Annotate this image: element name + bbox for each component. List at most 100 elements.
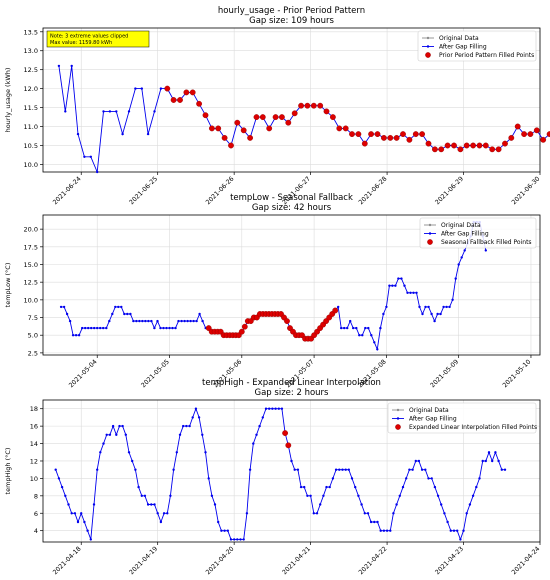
x-tick-label: 2021-05-04 bbox=[68, 358, 99, 389]
data-point bbox=[189, 319, 192, 323]
data-point bbox=[127, 451, 131, 454]
data-point bbox=[487, 451, 491, 454]
filled-point bbox=[234, 119, 241, 126]
y-tick-label: 15.0 bbox=[24, 261, 38, 269]
y-tick-label: 4 bbox=[34, 527, 38, 535]
data-point bbox=[201, 319, 204, 323]
data-point bbox=[108, 319, 111, 323]
data-point bbox=[376, 520, 379, 524]
filled-point bbox=[431, 146, 438, 153]
filled-point bbox=[202, 112, 209, 119]
legend-label: Seasonal Fallback Filled Points bbox=[441, 239, 532, 246]
data-point bbox=[503, 468, 507, 471]
data-point bbox=[183, 319, 186, 323]
data-point bbox=[168, 326, 171, 330]
data-point bbox=[150, 319, 153, 323]
x-tick-label: 2021-06-25 bbox=[128, 175, 159, 206]
y-tick-label: 12.5 bbox=[24, 66, 38, 74]
filled-point bbox=[470, 142, 476, 149]
data-point bbox=[159, 520, 163, 524]
x-tick-label: 2021-04-22 bbox=[358, 545, 389, 576]
data-point bbox=[134, 87, 137, 90]
data-point bbox=[92, 503, 96, 506]
data-point bbox=[315, 512, 319, 515]
data-point bbox=[382, 529, 386, 532]
data-point bbox=[138, 319, 141, 323]
filled-point bbox=[521, 131, 527, 138]
data-point bbox=[165, 326, 168, 330]
data-point bbox=[471, 494, 475, 497]
data-point bbox=[191, 416, 194, 419]
legend-label: Original Data bbox=[409, 407, 449, 414]
filled-point bbox=[387, 134, 394, 141]
filled-point bbox=[489, 146, 496, 153]
filled-point bbox=[329, 114, 336, 121]
x-tick-label: 2021-05-10 bbox=[502, 358, 533, 389]
data-point bbox=[60, 485, 64, 489]
data-point bbox=[64, 494, 67, 497]
filled-point bbox=[406, 136, 413, 143]
data-point bbox=[213, 503, 217, 506]
data-point bbox=[121, 132, 124, 136]
data-point bbox=[114, 305, 117, 309]
filled-point bbox=[221, 134, 228, 141]
y-axis-label: hourly_usage (kWh) bbox=[4, 68, 12, 133]
data-point bbox=[443, 512, 446, 515]
data-point bbox=[491, 459, 494, 463]
data-point bbox=[96, 468, 99, 471]
filled-point bbox=[282, 430, 288, 436]
data-point bbox=[367, 326, 370, 330]
filled-point bbox=[400, 131, 406, 138]
x-tick-label: 2021-06-30 bbox=[511, 175, 542, 206]
data-point bbox=[258, 424, 261, 428]
data-point bbox=[135, 319, 138, 323]
data-point bbox=[80, 512, 83, 515]
data-point bbox=[409, 291, 412, 294]
data-point bbox=[299, 485, 303, 489]
filled-point bbox=[317, 102, 324, 109]
data-point bbox=[337, 305, 340, 309]
data-point bbox=[439, 312, 442, 316]
data-point bbox=[395, 503, 398, 506]
data-point bbox=[319, 503, 322, 506]
data-point bbox=[370, 334, 373, 337]
data-point bbox=[239, 538, 242, 541]
data-point bbox=[96, 170, 99, 174]
legend-label: After Gap Filling bbox=[439, 44, 487, 51]
data-point bbox=[186, 319, 189, 323]
filled-point bbox=[336, 125, 343, 132]
data-point bbox=[67, 503, 70, 506]
data-point bbox=[86, 529, 89, 532]
filled-point bbox=[457, 146, 464, 153]
x-tick-label: 2021-06-28 bbox=[358, 175, 389, 206]
data-point bbox=[427, 477, 430, 480]
data-point bbox=[379, 529, 382, 532]
data-point bbox=[62, 305, 66, 309]
legend-marker bbox=[425, 52, 431, 58]
data-point bbox=[169, 494, 172, 497]
data-point bbox=[162, 326, 165, 330]
filled-point bbox=[285, 442, 292, 449]
data-point bbox=[115, 433, 118, 436]
legend-marker bbox=[426, 45, 430, 48]
data-point bbox=[296, 468, 300, 471]
data-point bbox=[111, 312, 114, 316]
data-point bbox=[349, 319, 352, 323]
data-point bbox=[344, 468, 347, 471]
data-point bbox=[457, 263, 460, 266]
data-point bbox=[236, 538, 239, 541]
data-point bbox=[210, 494, 214, 497]
filled-point bbox=[285, 119, 292, 126]
y-tick-label: 11.5 bbox=[24, 104, 38, 112]
x-tick-label: 2021-04-21 bbox=[281, 545, 312, 576]
data-point bbox=[277, 407, 280, 410]
data-point bbox=[448, 305, 451, 309]
legend-box bbox=[417, 30, 537, 62]
data-point bbox=[102, 442, 105, 445]
data-point bbox=[369, 520, 373, 524]
data-point bbox=[403, 284, 406, 287]
chart-title: tempHigh - Expanded Linear Interpolation bbox=[202, 378, 381, 388]
y-tick-label: 2.5 bbox=[28, 349, 38, 357]
